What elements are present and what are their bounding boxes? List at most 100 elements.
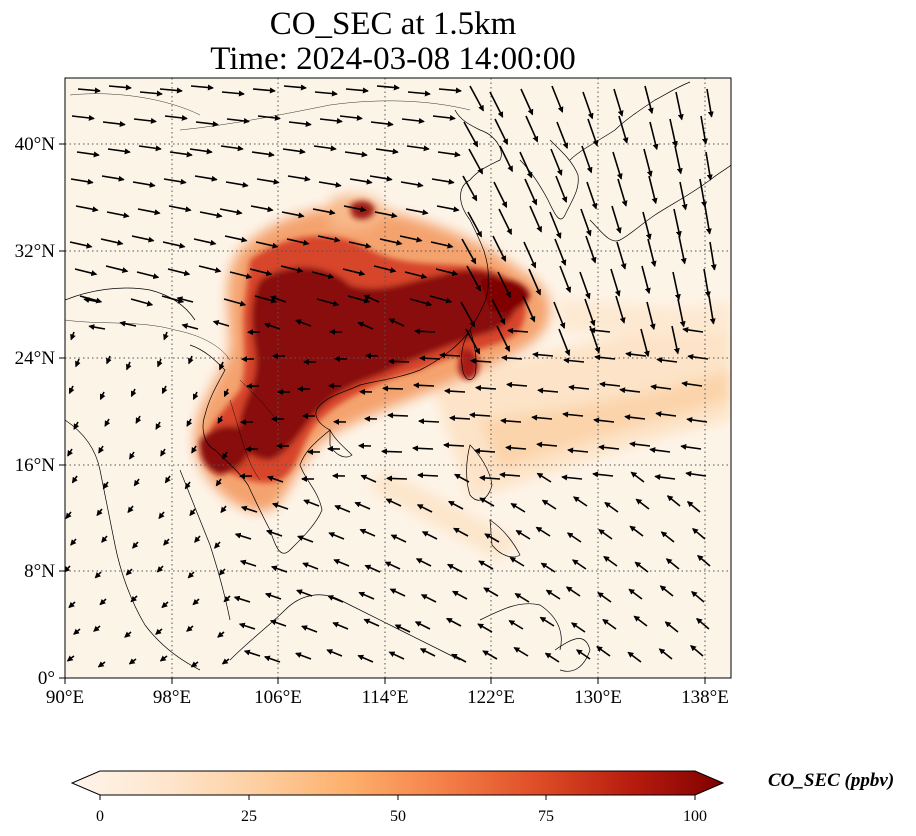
wind-arrow xyxy=(339,114,363,121)
wind-arrow xyxy=(556,121,569,150)
wind-arrow xyxy=(369,175,393,182)
wind-arrow xyxy=(73,628,81,635)
wind-arrow xyxy=(545,589,561,600)
wind-arrow xyxy=(220,505,227,514)
wind-arrow xyxy=(316,298,340,307)
wind-arrow xyxy=(190,84,214,91)
wind-arrow xyxy=(281,211,305,219)
wind-arrow xyxy=(159,87,183,94)
wind-arrow xyxy=(624,414,646,421)
wind-arrow xyxy=(505,444,527,451)
wind-arrow xyxy=(625,351,647,358)
wind-arrow xyxy=(565,586,581,597)
wind-arrow xyxy=(659,585,674,597)
wind-arrow xyxy=(249,268,273,277)
wind-arrow xyxy=(501,354,523,361)
wind-arrow xyxy=(474,447,496,454)
wind-arrow xyxy=(70,178,94,185)
lon-tick-label: 106°E xyxy=(254,687,302,708)
wind-arrow xyxy=(74,268,98,277)
wind-arrow xyxy=(132,181,156,188)
wind-arrow xyxy=(195,121,219,127)
wind-arrow xyxy=(70,538,77,546)
wind-arrow xyxy=(382,385,404,392)
wind-arrow xyxy=(135,415,142,424)
wind-arrow xyxy=(544,652,560,663)
wind-arrow xyxy=(677,298,686,328)
wind-arrow xyxy=(334,505,351,513)
wind-arrow xyxy=(125,568,133,576)
wind-arrow xyxy=(699,178,707,208)
wind-arrow xyxy=(357,654,374,663)
wind-arrow xyxy=(406,145,430,152)
wind-arrow xyxy=(101,535,108,543)
wind-arrow xyxy=(217,415,224,424)
wind-arrow xyxy=(127,505,134,514)
wind-arrow xyxy=(602,618,617,630)
wind-arrow xyxy=(347,295,371,304)
wind-arrow xyxy=(672,271,681,301)
wind-arrow xyxy=(418,418,440,425)
wind-arrow xyxy=(655,411,677,418)
wind-arrow xyxy=(189,148,213,155)
wind-arrow xyxy=(514,593,530,603)
wind-arrow xyxy=(271,502,289,510)
wind-arrow xyxy=(680,443,702,450)
wind-arrow xyxy=(169,151,193,158)
wind-arrow xyxy=(193,238,217,246)
wind-arrow xyxy=(68,385,75,395)
wind-arrow xyxy=(363,618,380,627)
wind-arrow xyxy=(465,328,481,355)
wind-arrow xyxy=(417,472,439,479)
wind-arrow xyxy=(407,90,431,97)
wind-arrow xyxy=(65,511,72,520)
wind-arrow xyxy=(164,114,188,121)
wind-arrow xyxy=(75,205,99,213)
wind-arrow xyxy=(644,85,654,115)
wind-arrow xyxy=(364,564,381,573)
wind-arrow xyxy=(703,268,711,298)
wind-arrow xyxy=(681,380,703,387)
wind-arrow xyxy=(217,631,225,638)
wind-arrow xyxy=(252,87,276,94)
wind-arrow xyxy=(326,649,343,657)
wind-arrow xyxy=(222,451,228,460)
wind-arrow xyxy=(448,500,464,510)
wind-arrow xyxy=(163,331,169,341)
wind-arrow xyxy=(83,297,101,304)
wind-arrow xyxy=(598,444,620,451)
wind-arrow xyxy=(269,295,287,303)
wind-arrow xyxy=(697,554,711,567)
wind-arrow xyxy=(491,298,506,325)
wind-arrow xyxy=(649,447,671,454)
wind-arrow xyxy=(654,474,676,481)
wind-arrow xyxy=(496,325,511,352)
colorbar-tick-label: 100 xyxy=(683,808,707,825)
wind-arrow xyxy=(233,595,251,603)
wind-arrow xyxy=(477,623,493,633)
wind-arrow xyxy=(101,175,125,182)
wind-arrow xyxy=(454,473,470,483)
wind-arrow xyxy=(167,268,191,277)
wind-arrow xyxy=(535,526,551,537)
wind-arrow xyxy=(221,90,245,97)
wind-arrow xyxy=(381,448,403,455)
wind-arrow xyxy=(612,151,623,180)
wind-arrow xyxy=(349,178,373,185)
wind-arrow xyxy=(686,416,708,423)
wind-arrow xyxy=(519,151,533,179)
wind-arrow xyxy=(163,178,187,185)
wind-arrow xyxy=(520,88,534,116)
wind-arrow xyxy=(360,474,377,483)
wind-arrow xyxy=(139,90,163,97)
wind-arrow xyxy=(479,497,495,507)
wind-arrow xyxy=(255,241,279,249)
wind-arrow xyxy=(189,508,196,517)
wind-arrow xyxy=(375,148,399,155)
wind-arrow xyxy=(629,441,651,448)
wind-arrow xyxy=(385,498,402,507)
wind-arrow xyxy=(106,355,112,365)
wind-arrow xyxy=(587,118,599,147)
wind-arrow xyxy=(507,327,529,334)
